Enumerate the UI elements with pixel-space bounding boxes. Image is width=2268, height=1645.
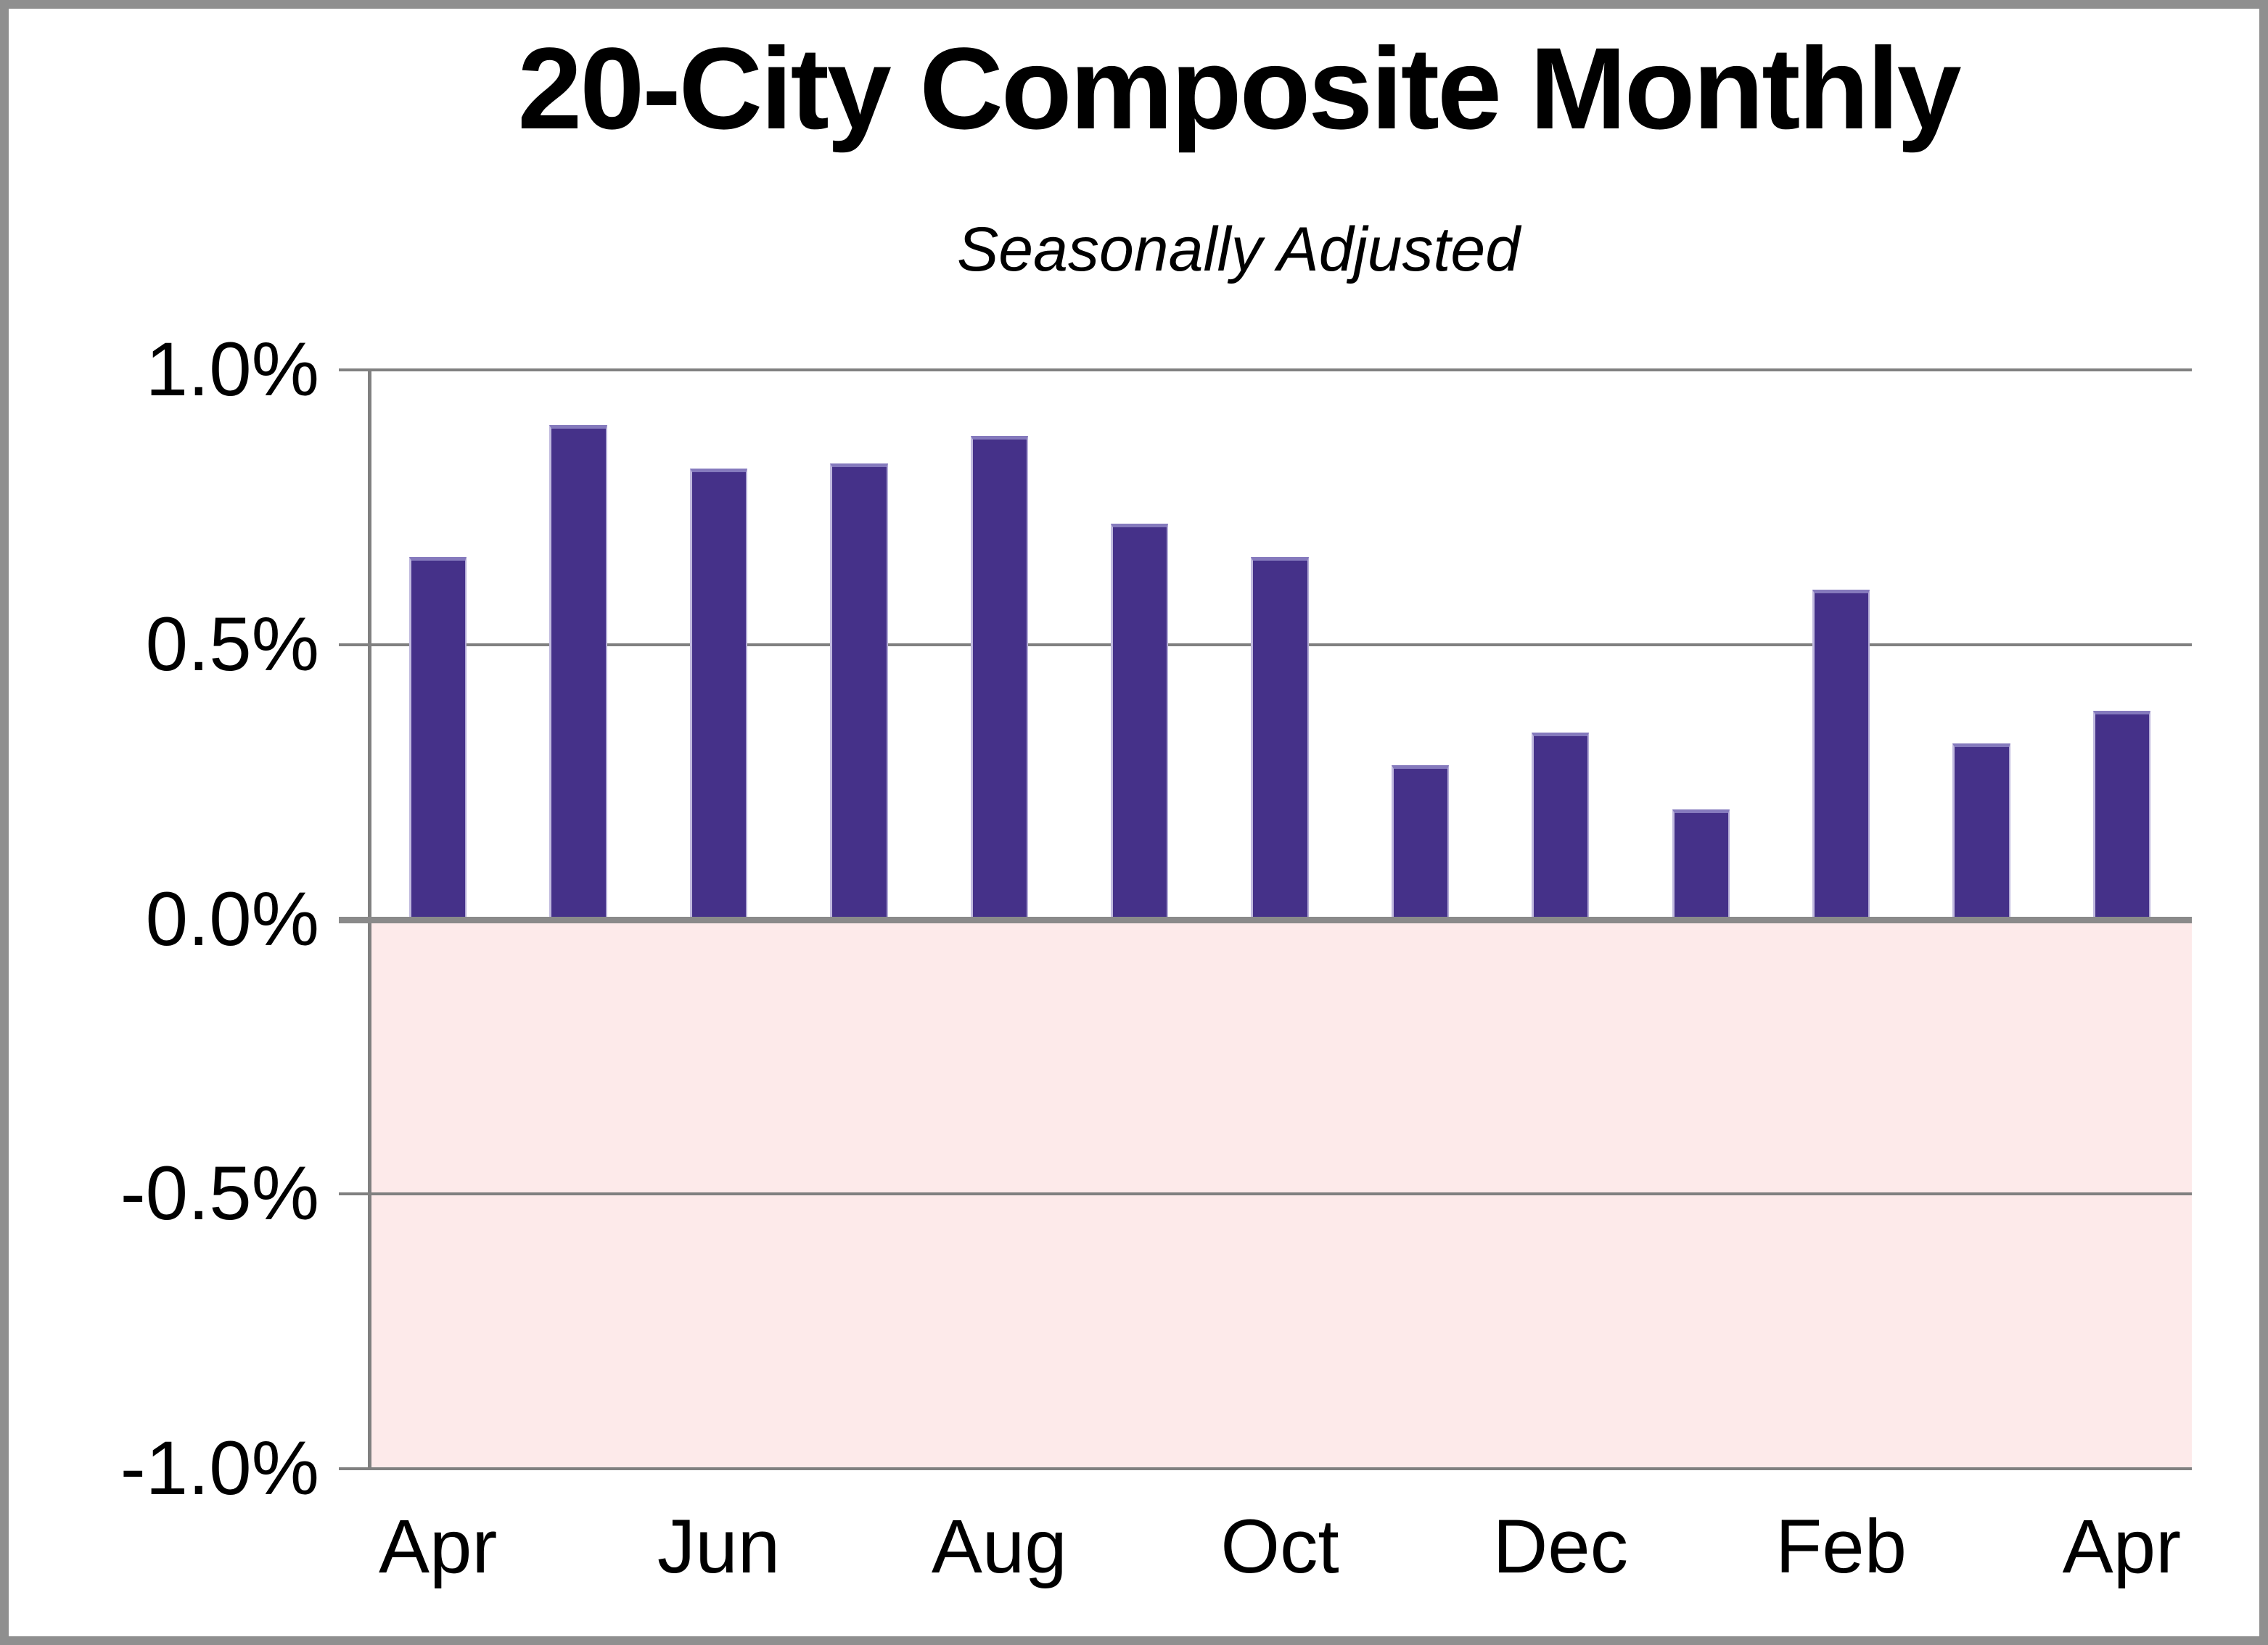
x-tick-label	[789, 1500, 929, 1594]
y-tick-label: -1.0%	[120, 1426, 319, 1511]
x-tick-label	[1350, 1500, 1490, 1594]
chart-subtitle: Seasonally Adjusted	[956, 215, 1521, 284]
x-tick-label: Apr	[378, 1504, 498, 1589]
bar	[970, 435, 1028, 920]
bar-slot	[2052, 370, 2192, 920]
x-tick-label: Oct	[1220, 1504, 1339, 1589]
bar	[830, 463, 888, 920]
x-tick-label: Dec	[1492, 1504, 1629, 1589]
bar	[549, 424, 607, 920]
bar-slot	[508, 370, 648, 920]
bar-slot	[1771, 370, 1911, 920]
chart-title: 20-City Composite Monthly	[517, 23, 1961, 153]
y-tick-label: 0.5%	[145, 601, 319, 687]
bar-slot	[1631, 370, 1771, 920]
bar	[1391, 765, 1450, 920]
bar	[1532, 732, 1590, 920]
bar-slot	[929, 370, 1069, 920]
y-tick-label: 1.0%	[145, 327, 319, 412]
x-axis-labels: Apr Jun Aug Oct Dec Feb Apr	[368, 1500, 2192, 1594]
bar	[1672, 809, 1730, 920]
bar-slot	[649, 370, 789, 920]
x-tick-label	[1631, 1500, 1771, 1594]
y-tick-label: 0.0%	[145, 876, 319, 962]
x-tick-label	[508, 1500, 648, 1594]
bar-slot	[789, 370, 929, 920]
y-axis-labels: 1.0% 0.5% 0.0% -0.5% -1.0%	[0, 327, 326, 1511]
bars-container	[368, 370, 2192, 920]
plot-area	[339, 368, 2192, 1470]
bar-slot	[368, 370, 508, 920]
bar	[409, 556, 467, 920]
bar	[2092, 710, 2151, 920]
x-tick-label: Apr	[2062, 1504, 2182, 1589]
y-tick-label: -0.5%	[120, 1151, 319, 1237]
x-tick-label: Feb	[1775, 1504, 1907, 1589]
bar-slot	[1069, 370, 1209, 920]
bar	[689, 469, 748, 920]
bar	[1952, 743, 2010, 920]
zero-gridline	[339, 916, 2192, 923]
x-tick-label	[1069, 1500, 1209, 1594]
bar	[1251, 556, 1309, 920]
bar-slot	[1911, 370, 2051, 920]
gridline	[339, 1192, 2192, 1196]
bar	[1111, 524, 1169, 920]
x-tick-label: Aug	[931, 1504, 1067, 1589]
bar-slot	[1350, 370, 1490, 920]
x-tick-label: Jun	[657, 1504, 781, 1589]
bar-slot	[1209, 370, 1349, 920]
gridline	[339, 368, 2192, 371]
bar	[1812, 590, 1870, 920]
gridline	[339, 1467, 2192, 1470]
x-tick-label	[1911, 1500, 2051, 1594]
bar-slot	[1490, 370, 1630, 920]
